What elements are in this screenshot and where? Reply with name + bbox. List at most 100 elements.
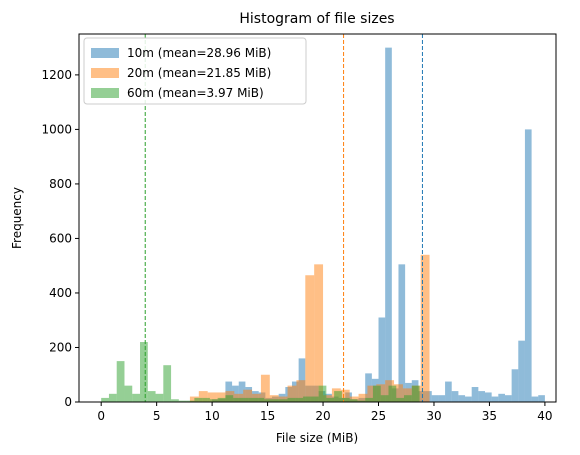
histogram-bar (225, 395, 234, 402)
histogram-bar (238, 381, 246, 402)
histogram-bar (451, 391, 459, 402)
histogram-bar (326, 397, 335, 402)
legend-label: 10m (mean=28.96 MiB) (127, 46, 271, 60)
histogram-bar (240, 397, 249, 402)
legend-label: 20m (mean=21.85 MiB) (127, 66, 271, 80)
y-tick-label: 800 (49, 177, 72, 191)
x-tick-label: 35 (482, 409, 497, 423)
series-1-bars (189, 254, 430, 402)
histogram-bar (248, 397, 257, 402)
histogram-bar (124, 385, 133, 402)
histogram-bar (287, 397, 296, 402)
histogram-bar (378, 317, 386, 402)
histogram-bar (445, 381, 452, 402)
histogram-bar (101, 397, 109, 402)
histogram-bar (438, 395, 446, 402)
histogram-bar (269, 395, 279, 402)
histogram-bar (491, 396, 499, 402)
histogram-bar (431, 395, 439, 402)
histogram-bar (108, 393, 117, 402)
histogram-bar (198, 391, 208, 402)
y-tick-label: 0 (64, 395, 72, 409)
legend: 10m (mean=28.96 MiB) 20m (mean=21.85 MiB)… (83, 37, 307, 105)
histogram-bar (232, 385, 239, 402)
y-axis-label: Frequency (10, 187, 24, 249)
histogram-bar (296, 380, 306, 402)
histogram-bar (295, 397, 304, 402)
legend-box (83, 37, 307, 105)
histogram-bar (147, 391, 156, 402)
histogram-bar (398, 264, 406, 402)
histogram-bar (318, 385, 327, 402)
histogram-bar (202, 397, 210, 402)
y-tick-label: 1200 (41, 68, 72, 82)
histogram-bar (349, 399, 358, 402)
histogram-bar (279, 399, 288, 402)
histogram-bar (420, 254, 430, 402)
histogram-bar (178, 400, 187, 402)
histogram-bar (396, 397, 405, 402)
x-tick-label: 5 (153, 409, 161, 423)
x-tick-label: 15 (260, 409, 275, 423)
histogram-bar (256, 397, 265, 402)
x-tick-label: 10 (204, 409, 219, 423)
plot-frame (78, 33, 557, 403)
y-tick-label: 1000 (41, 122, 72, 136)
y-tick-label: 400 (49, 286, 72, 300)
histogram-bar (367, 385, 377, 402)
histogram-bar (314, 264, 324, 402)
x-tick-label: 0 (97, 409, 105, 423)
histogram-bars (101, 47, 545, 402)
histogram-bar (155, 393, 164, 402)
histogram-bar (217, 397, 226, 402)
legend-swatch (91, 48, 119, 58)
series-2-bars (101, 342, 420, 402)
histogram-bar (465, 396, 472, 402)
histogram-bar (194, 397, 203, 402)
y-tick-label: 200 (49, 340, 72, 354)
histogram-bar (357, 400, 366, 402)
histogram-bar (411, 385, 420, 402)
histogram-bar (186, 400, 195, 402)
x-tick-label: 30 (426, 409, 441, 423)
histogram-bar (233, 397, 241, 402)
chart-title: Histogram of file sizes (239, 11, 394, 27)
histogram-bar (116, 361, 125, 402)
histogram-bar (341, 397, 350, 402)
histogram-bar (243, 389, 253, 402)
y-axis-ticks: 0 200 400 600 800 1000 1200 (41, 68, 79, 409)
histogram-bar (485, 392, 492, 402)
histogram-bar (524, 129, 532, 402)
histogram-bar (458, 395, 466, 402)
x-axis-ticks: 0 5 10 15 20 25 30 35 40 (97, 402, 553, 423)
histogram-bar (380, 395, 389, 402)
histogram-bar (511, 369, 519, 402)
histogram-bar (209, 399, 218, 402)
histogram-bar (388, 385, 397, 402)
histogram-bar (132, 393, 141, 402)
histogram-bar (531, 396, 539, 402)
histogram-bar (207, 392, 217, 402)
histogram-bar (216, 392, 226, 402)
histogram-bar (264, 399, 273, 402)
x-tick-label: 40 (537, 409, 552, 423)
histogram-bar (394, 384, 403, 402)
histogram-bar (538, 395, 545, 402)
histogram-bar (340, 389, 350, 402)
histogram-bar (171, 399, 179, 402)
histogram-bar (471, 387, 479, 402)
histogram-bar (334, 391, 342, 402)
histogram-bar (518, 340, 525, 402)
x-axis-label: File size (MiB) (276, 431, 358, 445)
histogram-bar (504, 395, 512, 402)
histogram-bar (365, 397, 373, 402)
legend-swatch (91, 88, 119, 98)
histogram-bar (260, 374, 270, 402)
legend-swatch (91, 68, 119, 78)
histogram-bar (287, 385, 297, 402)
histogram-bar (498, 393, 505, 402)
histogram-bar (272, 399, 280, 402)
legend-label: 60m (mean=3.97 MiB) (127, 86, 264, 100)
histogram-bar (404, 395, 412, 402)
